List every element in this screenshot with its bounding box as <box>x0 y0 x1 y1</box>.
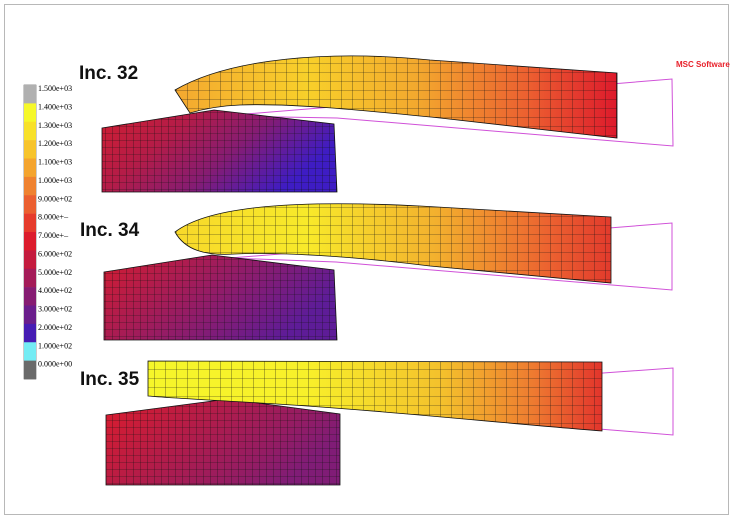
legend-swatch <box>24 232 36 251</box>
legend-swatch <box>24 287 36 306</box>
legend-swatch <box>24 85 36 104</box>
die-block <box>105 398 341 486</box>
legend-swatch <box>24 176 36 196</box>
sheet-strip <box>174 203 612 284</box>
legend-label: 9.000e+02 <box>38 194 72 203</box>
legend-swatch <box>24 158 36 178</box>
brand-logo-text: MSC Software <box>676 60 730 69</box>
legend-swatch <box>24 103 36 123</box>
increment-label: Inc. 32 <box>79 63 138 84</box>
increment-35-group: Inc. 35 <box>80 360 674 486</box>
increment-label: Inc. 34 <box>80 220 140 241</box>
die-block <box>103 254 338 341</box>
increment-32-group: Inc. 32 <box>79 55 674 193</box>
legend-label: 7.000e+– <box>38 231 69 240</box>
legend-labels: 1.500e+03 1.400e+03 1.300e+03 1.200e+03 1.10… <box>38 84 72 369</box>
legend-label: 5.000e+02 <box>38 268 72 277</box>
legend-swatch <box>24 323 36 343</box>
legend-label: 1.200e+03 <box>38 139 72 148</box>
legend-label: 1.400e+03 <box>38 102 72 111</box>
legend-swatch <box>24 305 36 325</box>
legend-label: 6.000e+02 <box>38 249 72 258</box>
die-block <box>101 109 338 193</box>
legend-label: 1.100e+03 <box>38 158 72 167</box>
increment-label: Inc. 35 <box>80 369 140 390</box>
legend-swatch <box>24 140 36 159</box>
legend-label: 8.000e+– <box>38 213 69 222</box>
legend-swatch <box>24 342 36 361</box>
legend-label: 1.500e+03 <box>38 84 72 93</box>
legend-label: 4.000e+02 <box>38 286 72 295</box>
viewport-frame <box>4 4 729 515</box>
legend-swatch <box>24 213 36 233</box>
legend-label: 0.000e+00 <box>38 360 72 369</box>
legend-label: 2.000e+02 <box>38 323 72 332</box>
legend-swatch <box>24 360 36 380</box>
legend-label: 1.000e+03 <box>38 176 72 185</box>
increment-34-group: Inc. 34 <box>80 203 673 341</box>
legend-swatch <box>24 121 36 141</box>
legend-swatch <box>24 268 36 288</box>
sheet-strip <box>147 360 603 432</box>
msc-software-logo: MSC Software <box>676 60 730 69</box>
legend-swatch <box>24 250 36 270</box>
legend-swatch <box>24 195 36 214</box>
legend-label: 1.000e+02 <box>38 341 72 350</box>
contour-legend: 1.500e+03 1.400e+03 1.300e+03 1.200e+03 1.10… <box>23 84 72 380</box>
sheet-strip <box>174 55 618 139</box>
legend-label: 1.300e+03 <box>38 121 72 130</box>
legend-swatches <box>24 85 36 380</box>
legend-label: 3.000e+02 <box>38 305 72 314</box>
